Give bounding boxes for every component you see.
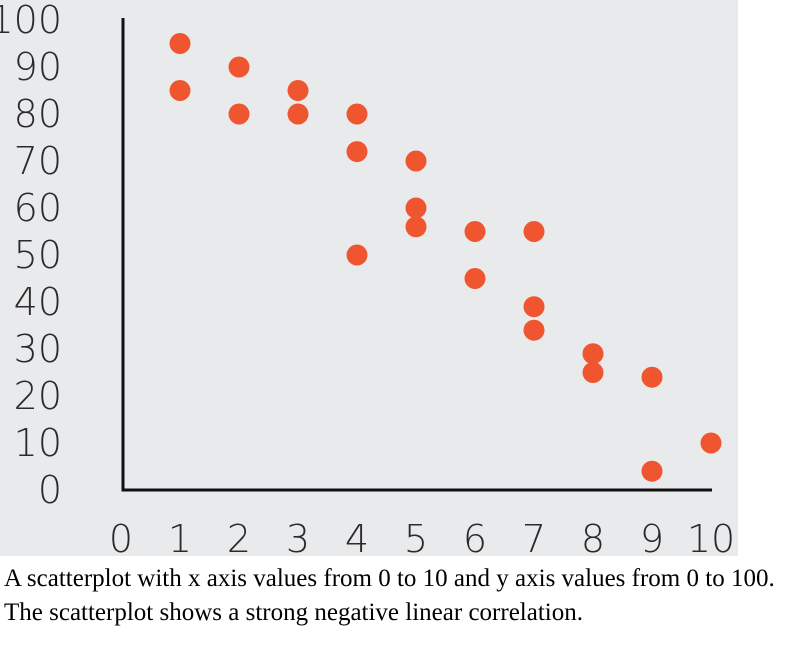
data-points bbox=[169, 33, 722, 482]
x-axis-tick-labels: 0 1 2 3 4 5 6 7 8 9 10 bbox=[109, 517, 735, 556]
data-point bbox=[405, 216, 427, 238]
x-tick-label: 9 bbox=[640, 517, 664, 556]
y-tick-label: 0 bbox=[38, 468, 62, 512]
data-point bbox=[169, 33, 191, 54]
y-tick-label: 50 bbox=[14, 233, 62, 277]
y-tick-label: 90 bbox=[14, 45, 62, 89]
data-point bbox=[523, 296, 545, 318]
x-tick-label: 2 bbox=[227, 517, 251, 556]
x-tick-label: 3 bbox=[286, 517, 310, 556]
x-tick-label: 8 bbox=[581, 517, 605, 556]
x-tick-label: 1 bbox=[168, 517, 192, 556]
x-tick-label: 5 bbox=[404, 517, 428, 556]
axes bbox=[121, 18, 712, 492]
data-point bbox=[523, 319, 545, 341]
data-point bbox=[641, 366, 663, 388]
data-point bbox=[346, 244, 368, 266]
data-point bbox=[641, 460, 663, 482]
data-point bbox=[405, 197, 427, 219]
y-tick-label: 80 bbox=[14, 92, 62, 136]
data-point bbox=[346, 141, 368, 163]
y-tick-label: 70 bbox=[14, 139, 62, 183]
data-point bbox=[582, 343, 604, 365]
y-tick-label: 10 bbox=[14, 421, 62, 465]
x-tick-label: 7 bbox=[522, 517, 546, 556]
data-point bbox=[287, 80, 309, 101]
data-point bbox=[287, 103, 309, 125]
y-tick-label: 100 bbox=[0, 0, 62, 42]
y-tick-label: 30 bbox=[14, 327, 62, 371]
data-point bbox=[464, 221, 486, 242]
data-point bbox=[228, 56, 250, 78]
y-tick-label: 60 bbox=[14, 186, 62, 230]
x-tick-label: 10 bbox=[687, 517, 735, 556]
data-point bbox=[464, 268, 486, 289]
y-tick-label: 40 bbox=[14, 280, 62, 324]
data-point bbox=[346, 103, 368, 125]
scatterplot-panel: 0 10 20 30 40 50 60 70 80 90 100 0 1 2 3 4 5 6 7 8 9 10 bbox=[0, 0, 738, 556]
data-point bbox=[228, 103, 250, 125]
data-point bbox=[169, 80, 191, 101]
data-point bbox=[405, 150, 427, 172]
data-point bbox=[700, 432, 722, 454]
y-tick-label: 20 bbox=[14, 374, 62, 418]
data-point bbox=[582, 362, 604, 383]
x-tick-label: 6 bbox=[463, 517, 487, 556]
figure-caption: A scatterplot with x axis values from 0 … bbox=[4, 565, 775, 626]
data-point bbox=[523, 221, 545, 242]
x-tick-label: 0 bbox=[109, 517, 133, 556]
x-tick-label: 4 bbox=[345, 517, 369, 556]
